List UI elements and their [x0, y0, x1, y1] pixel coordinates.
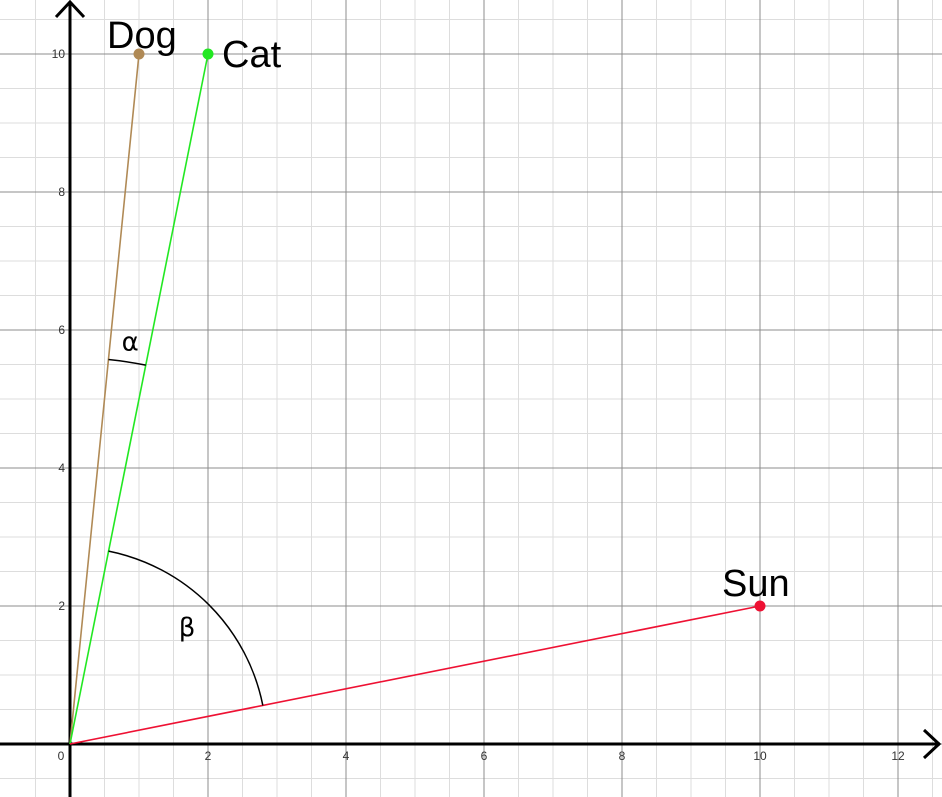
- point-cat: [202, 48, 214, 60]
- segment-dog: [69, 53, 140, 745]
- segment-sun: [69, 605, 761, 745]
- y-tick-label: 10: [52, 47, 66, 61]
- x-tick-label: 0: [58, 749, 65, 763]
- angle-label-beta: β: [179, 613, 196, 643]
- y-tick-label: 8: [58, 185, 65, 199]
- angle-arc-alpha: [108, 358, 146, 366]
- angle-arc-beta: [108, 550, 264, 706]
- point-sun: [754, 600, 766, 612]
- x-tick-label: 6: [481, 749, 488, 763]
- y-tick-label: 4: [58, 461, 65, 475]
- segments: [69, 53, 761, 745]
- x-tick-label: 8: [619, 749, 626, 763]
- x-tick-label: 10: [753, 749, 767, 763]
- point-label-cat: Cat: [222, 34, 282, 76]
- angle-arcs: αβ: [108, 327, 264, 706]
- point-dog: [133, 48, 145, 60]
- points: [133, 48, 766, 612]
- y-tick-label: 6: [58, 323, 65, 337]
- y-tick-label: 2: [58, 599, 65, 613]
- angle-label-alpha: α: [122, 327, 139, 357]
- segment-cat: [69, 53, 209, 745]
- x-tick-label: 12: [891, 749, 905, 763]
- x-tick-label: 2: [205, 749, 212, 763]
- x-axis-arrow-icon: [922, 728, 942, 760]
- point-labels: Dog Cat Sun: [107, 15, 790, 605]
- point-label-sun: Sun: [722, 563, 790, 605]
- x-tick-label: 4: [343, 749, 350, 763]
- point-label-dog: Dog: [107, 15, 177, 57]
- x-tick-labels: 0 2 4 6 8 10 12: [58, 749, 905, 763]
- y-tick-labels: 2 4 6 8 10: [52, 47, 66, 613]
- y-axis-arrow-icon: [54, 0, 86, 19]
